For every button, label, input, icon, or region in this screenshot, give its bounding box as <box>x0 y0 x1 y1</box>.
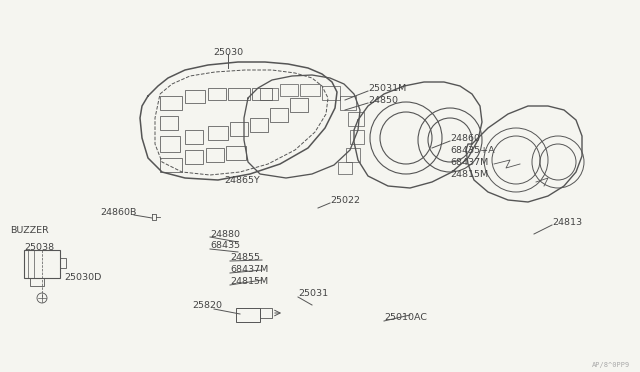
Bar <box>185 150 203 164</box>
Bar <box>300 84 320 96</box>
Bar <box>348 112 364 126</box>
Text: 24855: 24855 <box>230 253 260 263</box>
Text: 25038: 25038 <box>24 244 54 253</box>
Text: 25022: 25022 <box>330 196 360 205</box>
Text: 25030: 25030 <box>213 48 243 57</box>
Bar <box>350 130 364 144</box>
Text: 68435+A: 68435+A <box>450 145 495 154</box>
Text: 25030D: 25030D <box>64 273 101 282</box>
Bar <box>322 86 340 100</box>
Text: 24850: 24850 <box>368 96 398 105</box>
Text: AP/8^0PP9: AP/8^0PP9 <box>592 362 630 368</box>
Text: 24865Y: 24865Y <box>224 176 260 185</box>
Text: 24813: 24813 <box>552 218 582 227</box>
Bar <box>206 148 224 162</box>
Bar <box>228 88 250 100</box>
Bar <box>226 146 246 160</box>
Bar <box>346 148 360 162</box>
Bar <box>160 116 178 130</box>
Text: 68435: 68435 <box>210 241 240 250</box>
Bar <box>236 308 260 322</box>
Text: 25820: 25820 <box>192 301 222 311</box>
Text: 25031M: 25031M <box>368 83 406 93</box>
Text: 24815M: 24815M <box>230 278 268 286</box>
Text: 24860: 24860 <box>450 134 480 142</box>
Bar <box>230 122 248 136</box>
Text: 24815M: 24815M <box>450 170 488 179</box>
Bar <box>270 108 288 122</box>
Bar <box>250 118 268 132</box>
Bar <box>185 90 205 103</box>
Text: 68437M: 68437M <box>450 157 488 167</box>
Bar <box>185 130 203 144</box>
Text: 24880: 24880 <box>210 230 240 238</box>
Bar <box>24 250 60 278</box>
Bar <box>252 88 272 100</box>
Text: 25031: 25031 <box>298 289 328 298</box>
Text: BUZZER: BUZZER <box>10 225 49 234</box>
Bar <box>260 88 278 100</box>
Text: 68437M: 68437M <box>230 266 268 275</box>
Bar <box>208 88 226 100</box>
Bar <box>30 278 44 286</box>
Bar <box>338 162 352 174</box>
Text: 25010AC: 25010AC <box>384 314 427 323</box>
Bar <box>260 308 272 318</box>
Bar <box>160 96 182 110</box>
Bar <box>280 84 298 96</box>
Bar <box>60 258 66 268</box>
Bar <box>160 158 182 172</box>
Bar <box>160 136 180 152</box>
Bar <box>290 98 308 112</box>
Text: 24860B: 24860B <box>100 208 136 217</box>
Bar <box>340 96 356 110</box>
Bar <box>208 126 228 140</box>
